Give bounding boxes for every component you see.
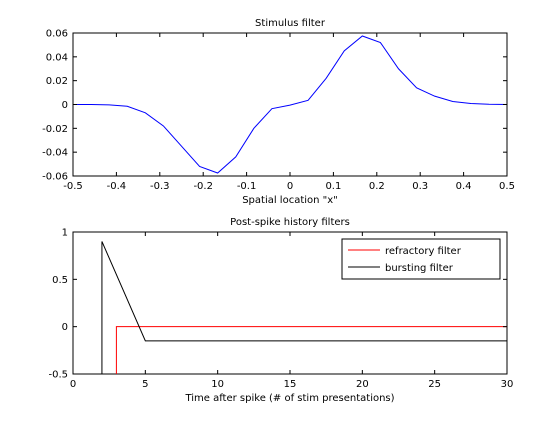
y-tick-label: 0.06	[46, 29, 68, 40]
x-tick-label: -0.5	[63, 181, 83, 192]
x-tick-label: 30	[501, 379, 514, 390]
x-axis-label: Time after spike (# of stim presentation…	[184, 393, 394, 404]
legend-label: refractory filter	[385, 246, 462, 257]
y-tick-label: -0.06	[42, 172, 68, 183]
x-tick-label: -0.2	[193, 181, 213, 192]
chart-title: Post-spike history filters	[230, 217, 350, 228]
x-tick-label: -0.1	[237, 181, 257, 192]
axes-1: -0.5 -0.4 -0.3 -0.2 -0.1 0 0.1 0.2 0.3 0.4 0.5 -0.0…	[42, 18, 515, 206]
legend-label: bursting filter	[385, 263, 454, 274]
x-tick-label: 0.1	[325, 181, 341, 192]
y-tick-label: -0.5	[48, 370, 68, 381]
y-tick-label: -0.04	[42, 148, 68, 159]
chart-title: Stimulus filter	[255, 18, 326, 29]
x-tick-label: 10	[211, 379, 224, 390]
y-tick-label: 0.02	[46, 76, 68, 87]
x-tick-label: 20	[356, 379, 369, 390]
y-tick-label: 0.04	[46, 52, 68, 63]
x-tick-label: 0	[287, 181, 293, 192]
legend-box	[341, 238, 501, 280]
x-tick-label: 0.2	[369, 181, 385, 192]
x-axis-label: Spatial location "x"	[242, 195, 338, 206]
series-line-1	[73, 35, 507, 174]
x-tick-label: -0.3	[150, 181, 170, 192]
x-tick-label: -0.4	[107, 181, 127, 192]
y-tick-label: -0.02	[42, 124, 68, 135]
y-tick-label: 0	[62, 322, 68, 333]
x-tick-label: 15	[284, 379, 297, 390]
x-tick-label: 0	[70, 379, 76, 390]
x-tick-label: 0.5	[499, 181, 515, 192]
series-line-bursting-filter	[101, 241, 507, 374]
y-tick-label: 0	[62, 100, 68, 111]
legend: refractory filter bursting filter	[341, 238, 501, 280]
x-tick-label: 25	[428, 379, 441, 390]
x-tick-label: 0.4	[456, 181, 472, 192]
axes-box	[72, 32, 508, 177]
x-tick-label: 5	[142, 379, 148, 390]
series-line-refractory-filter	[115, 326, 507, 374]
y-tick-label: 0.5	[52, 275, 68, 286]
y-tick-label: 1	[62, 228, 68, 239]
x-tick-label: 0.3	[412, 181, 428, 192]
